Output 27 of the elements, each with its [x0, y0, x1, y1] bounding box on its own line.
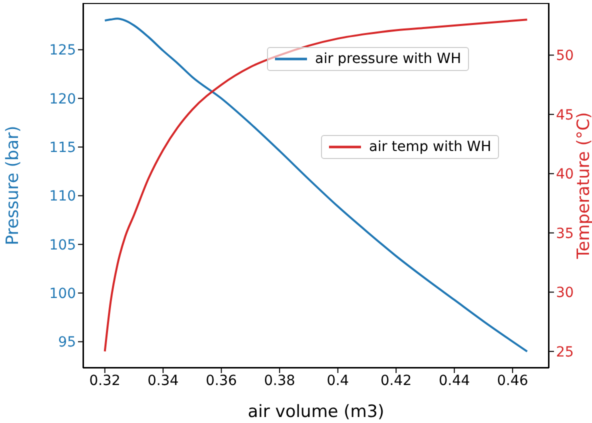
- x-tick-label: 0.36: [206, 372, 238, 389]
- y2-tick-label: 45: [556, 107, 574, 124]
- y2-tick-label: 40: [556, 166, 574, 183]
- x-tick-label: 0.42: [380, 372, 412, 389]
- x-axis-title: air volume (m3): [248, 402, 384, 422]
- y-tick-label: 100: [49, 286, 76, 302]
- x-tick-label: 0.32: [89, 372, 120, 389]
- legend-box: air temp with WH: [321, 135, 500, 159]
- x-tick-label: 0.46: [497, 372, 528, 389]
- y-tick-label: 105: [49, 237, 76, 254]
- y2-tick-label: 35: [556, 226, 574, 242]
- y-axis-title: Pressure (bar): [3, 126, 24, 246]
- x-tick-label: 0.44: [438, 372, 470, 389]
- x-tick-label: 0.4: [326, 372, 350, 389]
- legend-box: air pressure with WH: [267, 47, 470, 71]
- y-tick-label: 120: [49, 91, 76, 108]
- y-tick-label: 115: [49, 140, 76, 156]
- y-tick-label: 125: [49, 42, 76, 59]
- y2-tick-label: 30: [556, 285, 574, 302]
- x-tick-label: 0.34: [148, 372, 179, 389]
- y-tick-label: 110: [49, 188, 76, 205]
- y2-tick-label: 25: [556, 344, 574, 360]
- y-tick-label: 95: [58, 334, 76, 351]
- y2-tick-label: 50: [556, 48, 574, 64]
- legend-label: air pressure with WH: [315, 51, 462, 67]
- legend-label: air temp with WH: [369, 139, 492, 155]
- x-tick-label: 0.38: [264, 372, 296, 389]
